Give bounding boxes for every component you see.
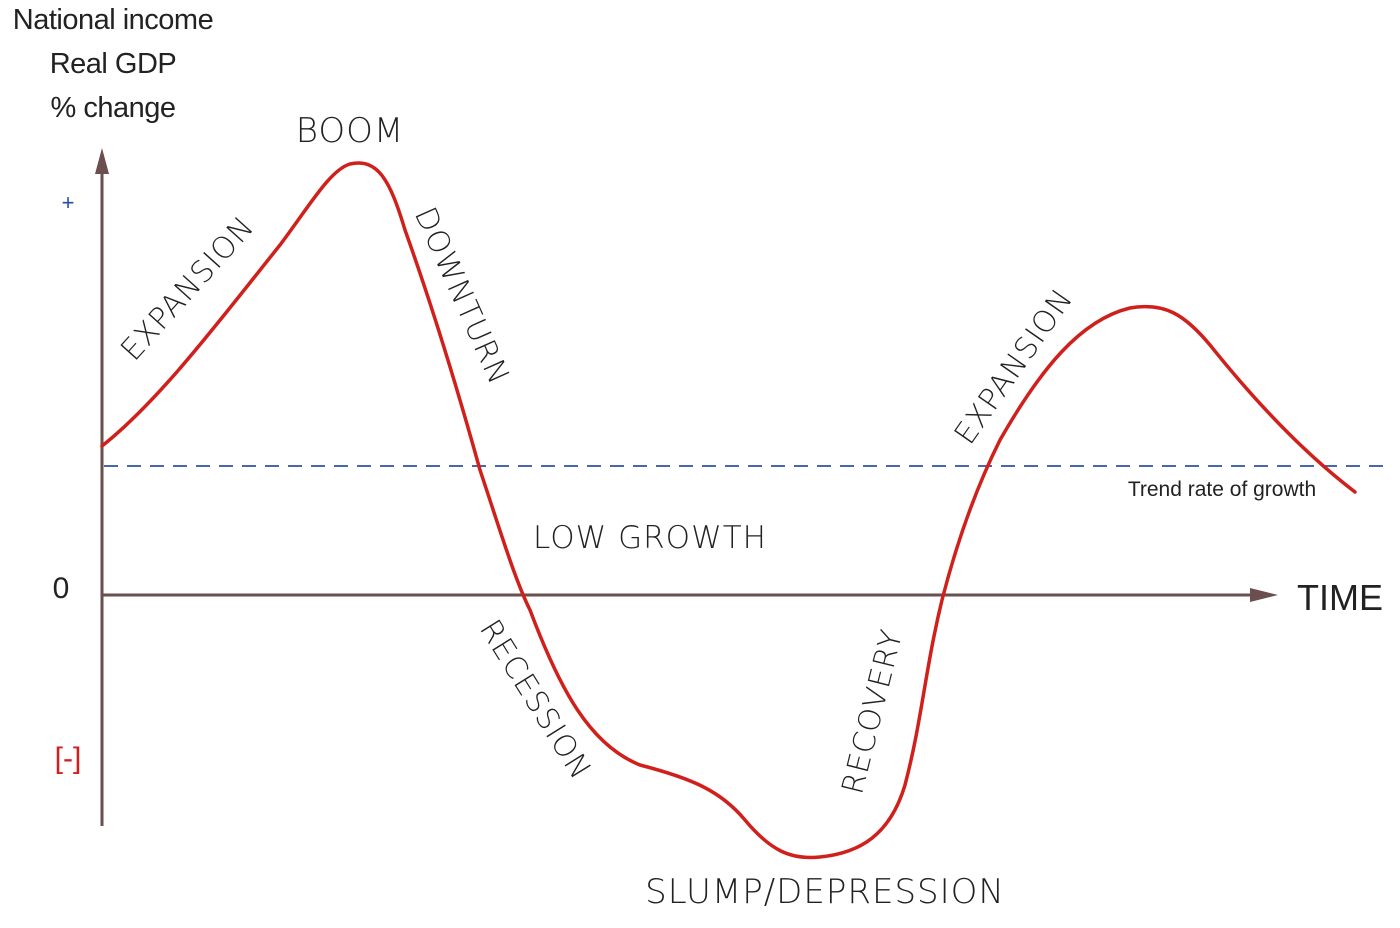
phase-label-recovery: RECOVERY bbox=[835, 626, 910, 798]
business-cycle-curve bbox=[100, 161, 1357, 860]
y-axis-label-line1: National income bbox=[12, 4, 214, 36]
phase-label-expansion-left: EXPANSION bbox=[114, 209, 262, 367]
phase-label-recession: RECESSION bbox=[472, 614, 598, 787]
trend-label: Trend rate of growth bbox=[1128, 478, 1316, 501]
phase-label-downturn: DOWNTURN bbox=[407, 202, 516, 390]
phase-label-low-growth: LOW GROWTH bbox=[533, 520, 767, 556]
y-axis-arrowhead bbox=[95, 148, 109, 174]
y-axis-label-line2: Real GDP bbox=[49, 48, 177, 80]
y-axis-label-line3: % change bbox=[50, 92, 177, 124]
phase-label-slump: SLUMP/DEPRESSION bbox=[645, 872, 1005, 912]
x-axis-arrowhead bbox=[1250, 588, 1278, 602]
zero-tick-label: 0 bbox=[53, 572, 70, 605]
minus-tick-label: [-] bbox=[55, 742, 82, 775]
plus-tick-label: + bbox=[62, 190, 75, 215]
x-axis-label: TIME bbox=[1297, 577, 1383, 618]
phase-label-boom: BOOM bbox=[296, 111, 405, 151]
phase-label-expansion-right: EXPANSION bbox=[948, 282, 1081, 451]
